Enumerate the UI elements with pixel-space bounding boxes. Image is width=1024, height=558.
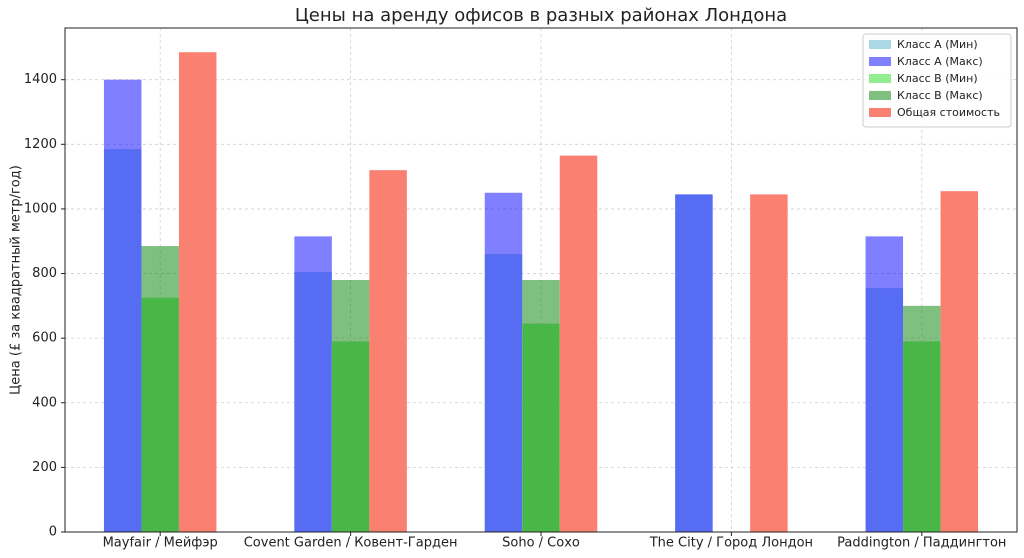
y-tick-label: 800	[32, 266, 57, 281]
x-tick-label: Soho / Сохо	[502, 536, 580, 551]
y-axis-label: Цена (£ за квадратный метр/год)	[9, 165, 24, 395]
legend-label: Класс A (Макс)	[897, 55, 983, 68]
bar	[559, 155, 598, 532]
legend: Класс A (Мин) Класс A (Макс) Класс B (Мин)…	[862, 33, 1012, 128]
x-tick-label: The City / Город Лондон	[649, 536, 813, 551]
x-tick-label: Paddington / Паддингтон	[837, 536, 1006, 551]
legend-swatch	[869, 91, 891, 100]
legend-swatch	[869, 108, 891, 117]
bar	[141, 246, 179, 533]
y-tick-label: 0	[49, 525, 57, 540]
bar	[675, 194, 713, 532]
legend-swatch	[869, 74, 891, 83]
legend-label: Класс B (Макс)	[897, 89, 983, 102]
legend-frame	[862, 33, 1012, 128]
bar	[903, 305, 941, 532]
x-tick-label: Mayfair / Мейфэр	[103, 536, 218, 551]
y-tick-label: 400	[32, 395, 57, 410]
legend-label: Класс B (Мин)	[897, 72, 978, 85]
plot-frame	[64, 27, 1018, 533]
y-tick-label: 200	[32, 460, 57, 475]
x-tick-label: Covent Garden / Ковент-Гарден	[244, 536, 458, 551]
bar	[750, 194, 788, 532]
legend-swatch	[869, 40, 891, 49]
y-tick-label: 1400	[24, 72, 57, 87]
y-tick-label: 1200	[24, 137, 57, 152]
chart-title: Цены на аренду офисов в разных районах Л…	[295, 5, 787, 26]
y-tick-label: 600	[32, 331, 57, 346]
legend-label: Класс A (Мин)	[897, 38, 978, 51]
y-tick-label: 1000	[24, 201, 57, 216]
bar	[178, 52, 217, 532]
bar	[103, 79, 142, 532]
legend-label: Общая стоимость	[897, 106, 1000, 119]
bar	[369, 170, 407, 532]
bar	[294, 236, 332, 532]
bar	[331, 280, 370, 532]
bar	[940, 191, 979, 532]
bar	[484, 192, 523, 532]
bar	[865, 236, 904, 532]
legend-swatch	[869, 57, 891, 66]
bar	[522, 280, 560, 532]
